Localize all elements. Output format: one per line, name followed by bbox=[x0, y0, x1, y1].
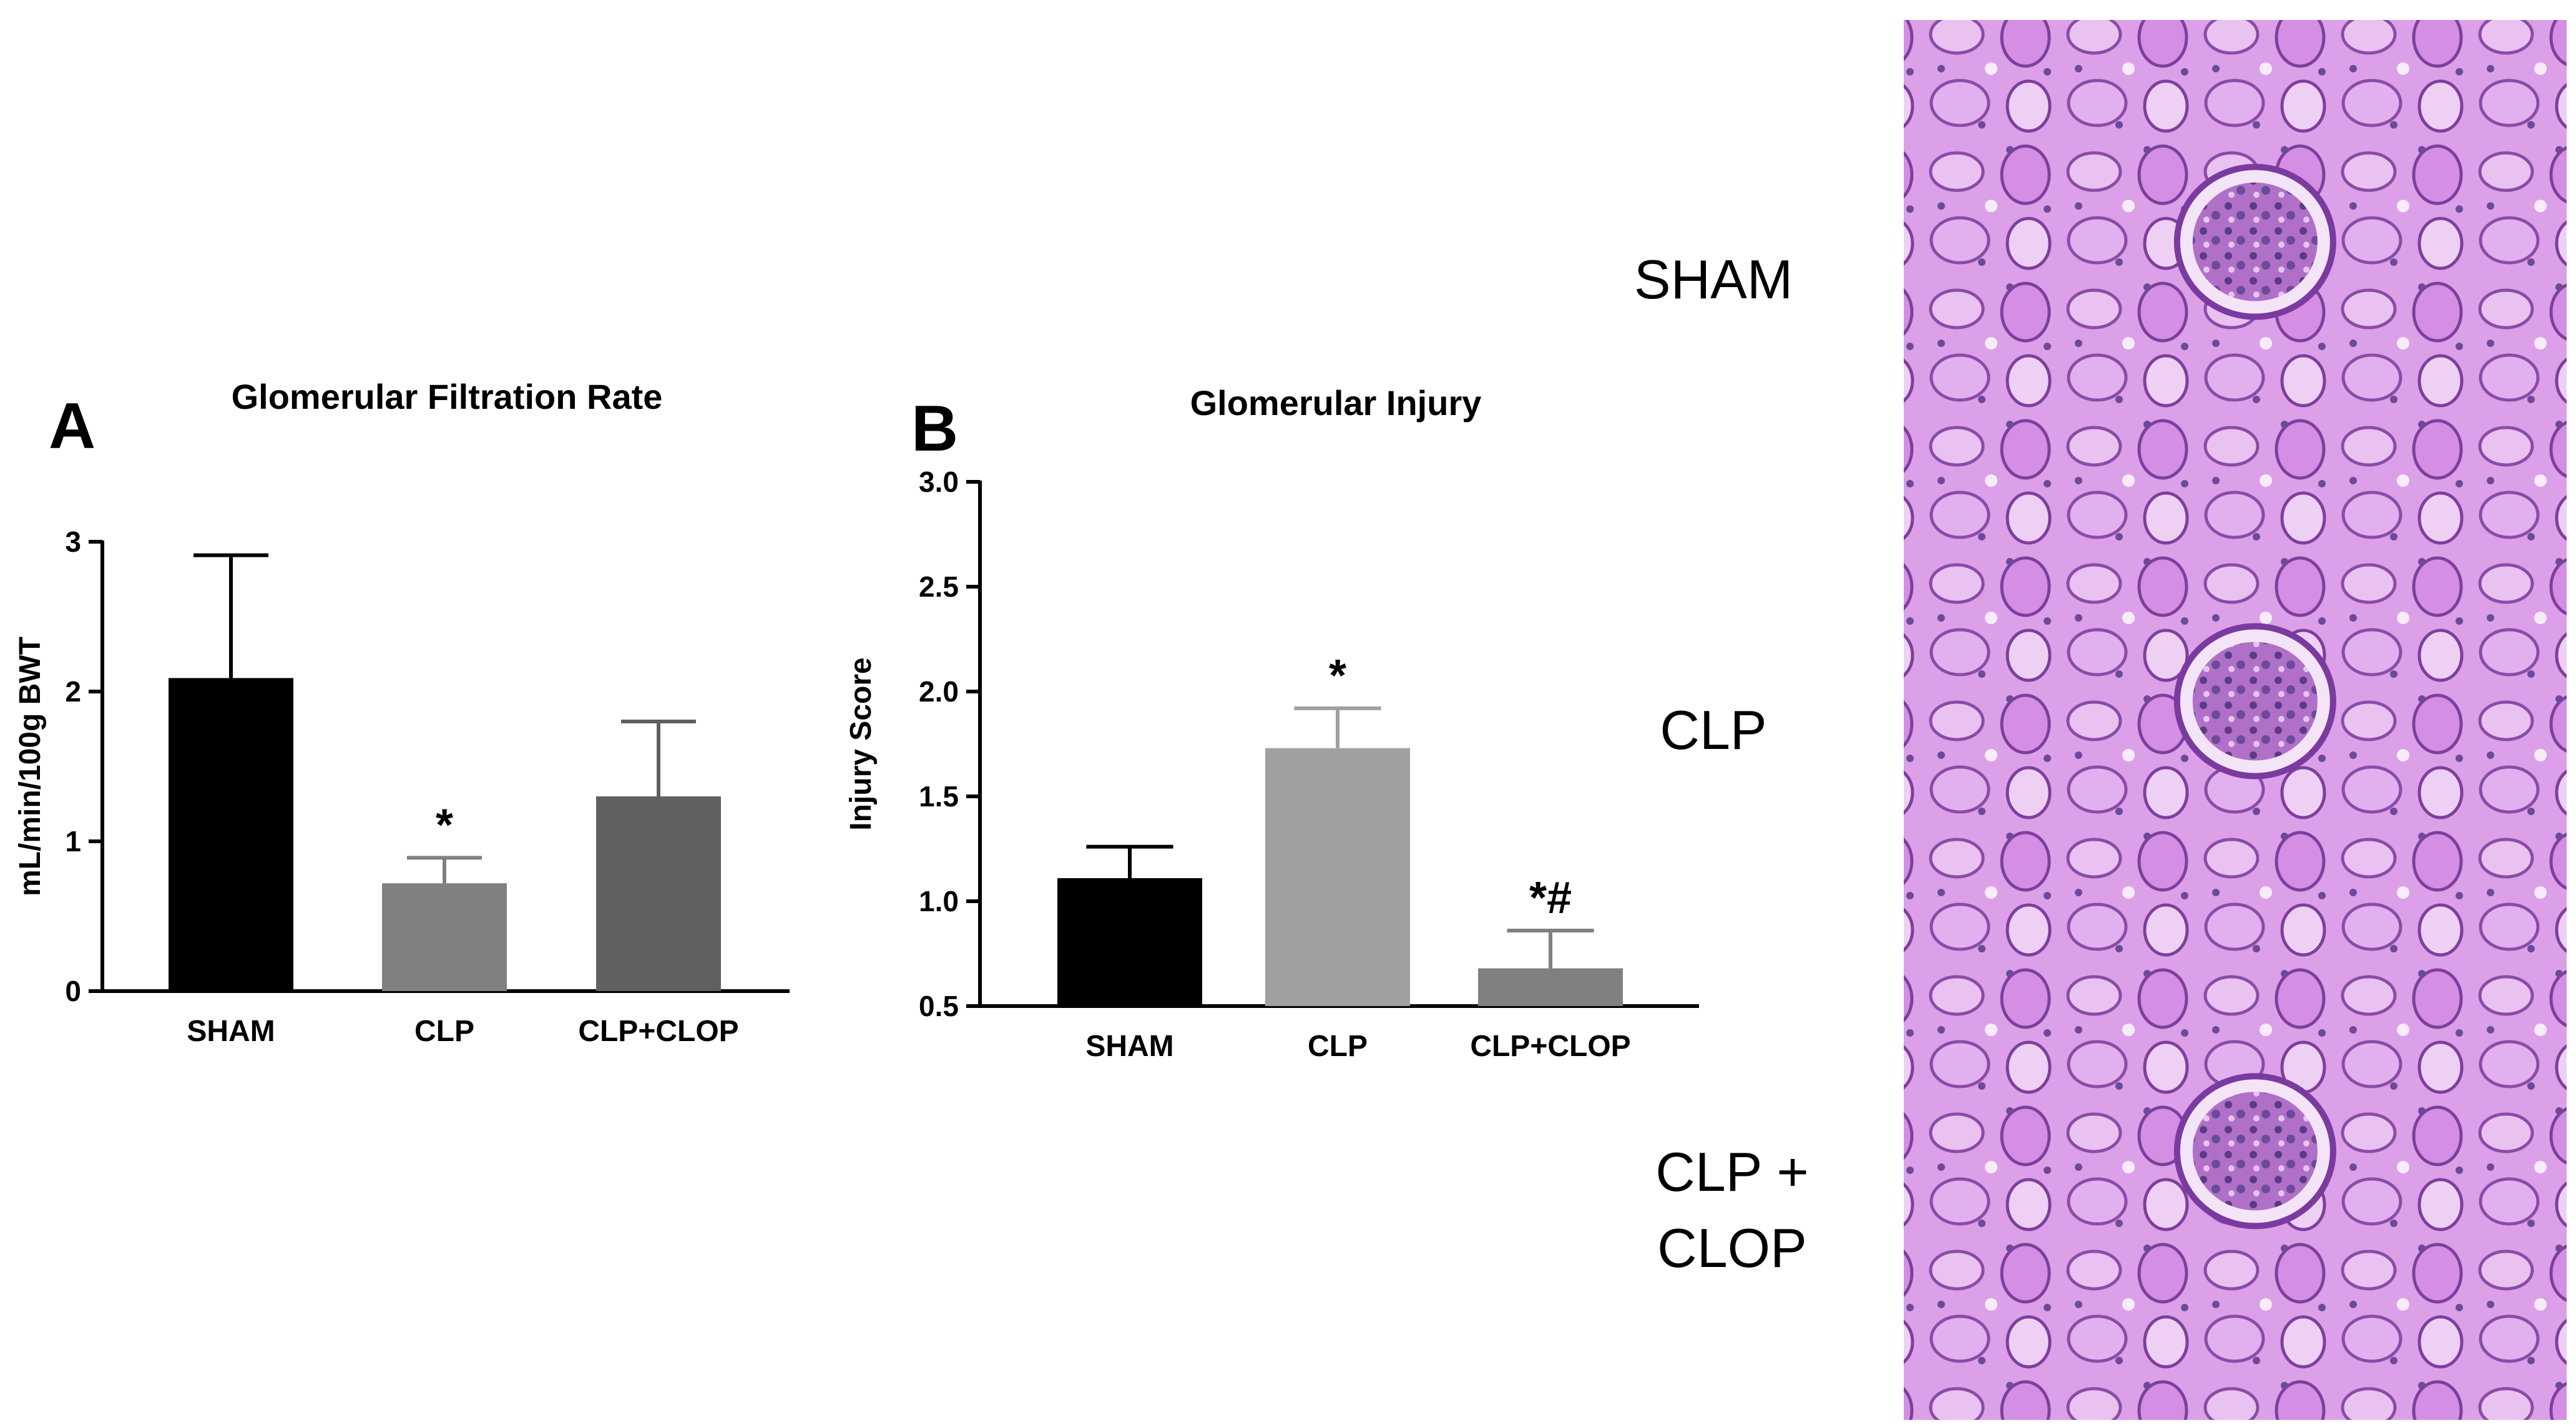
significance-marker: * bbox=[436, 800, 453, 850]
bar-CLP bbox=[382, 883, 507, 991]
glomerulus bbox=[2192, 1092, 2318, 1211]
bar-SHAM bbox=[169, 678, 293, 991]
bar-CLP+CLOP bbox=[1478, 968, 1623, 1006]
y-tick-label: 2.0 bbox=[919, 675, 959, 708]
y-tick-label: 3 bbox=[65, 526, 81, 558]
micrograph-label: CLP + CLOP bbox=[1655, 1141, 1808, 1279]
x-tick-label: CLP bbox=[1308, 1030, 1368, 1063]
y-tick-label: 3.0 bbox=[919, 466, 959, 498]
micrograph-label: CLP bbox=[1660, 699, 1766, 761]
x-tick-label: CLP+CLOP bbox=[578, 1015, 738, 1048]
y-axis-label: Injury Score bbox=[845, 657, 878, 830]
x-tick-label: SHAM bbox=[1085, 1030, 1173, 1063]
chart-b: B Glomerular Injury Injury Score 0.5 1.0 1.5 2… bbox=[845, 383, 1699, 1063]
x-tick-label: CLP bbox=[414, 1015, 474, 1048]
y-tick-label: 2.5 bbox=[919, 570, 959, 603]
chart-a: A Glomerular Filtration Rate mL/min/100g B… bbox=[14, 377, 790, 1048]
chart-title: Glomerular Injury bbox=[1190, 383, 1482, 423]
panel-letter: B bbox=[911, 393, 958, 465]
bar-CLP+CLOP bbox=[596, 796, 721, 991]
y-axis-label: mL/min/100g BWT bbox=[14, 637, 47, 896]
x-tick-label: SHAM bbox=[187, 1015, 275, 1048]
y-tick-label: 1.5 bbox=[919, 780, 959, 813]
y-tick-label: 0 bbox=[65, 975, 81, 1007]
x-tick-label: CLP+CLOP bbox=[1470, 1030, 1630, 1063]
bar-SHAM bbox=[1057, 878, 1202, 1006]
y-tick-label: 1 bbox=[65, 825, 81, 858]
y-tick-label: 1.0 bbox=[919, 885, 959, 917]
panel-letter: A bbox=[49, 390, 95, 462]
significance-marker: * bbox=[1329, 651, 1346, 701]
significance-marker: *# bbox=[1529, 873, 1572, 923]
micrograph-label: SHAM bbox=[1634, 248, 1793, 310]
micrograph-panel: SHAM CLP CLP + CLOP bbox=[1634, 20, 2567, 1420]
y-tick-label: 0.5 bbox=[919, 990, 959, 1022]
glomerulus bbox=[2192, 642, 2318, 761]
chart-title: Glomerular Filtration Rate bbox=[232, 377, 663, 416]
glomerulus bbox=[2192, 182, 2318, 301]
y-tick-label: 2 bbox=[65, 675, 81, 708]
bar-CLP bbox=[1265, 748, 1410, 1006]
micrograph-label-line: CLOP bbox=[1657, 1217, 1807, 1279]
micrograph-label-line: CLP + bbox=[1655, 1141, 1808, 1203]
